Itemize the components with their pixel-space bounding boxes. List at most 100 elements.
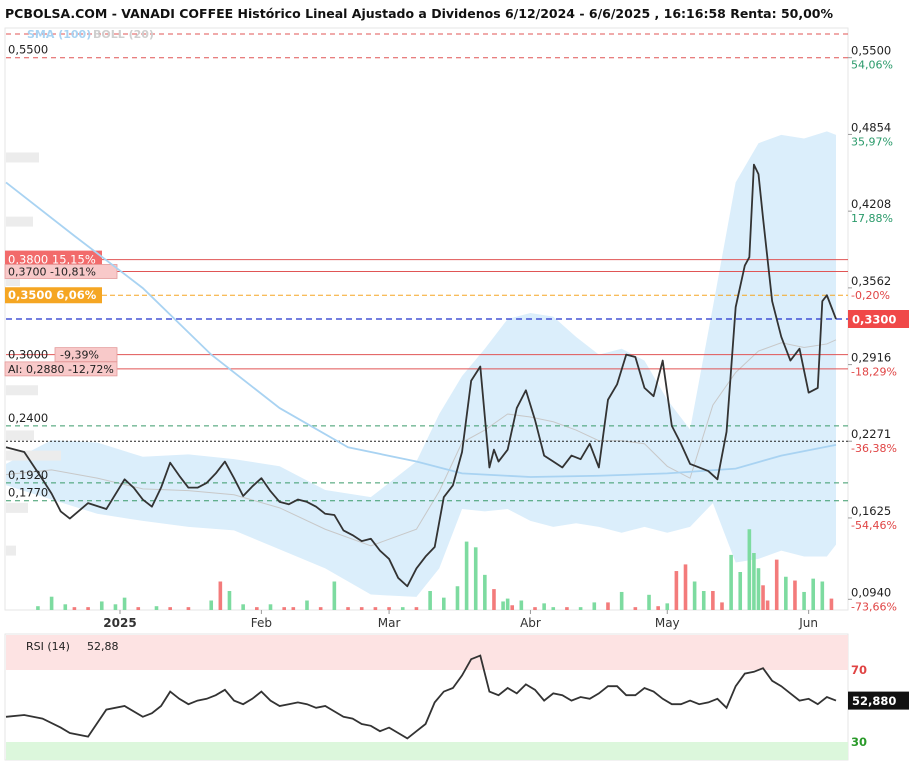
volume-bar — [113, 604, 118, 610]
profile-bar — [6, 430, 34, 441]
volume-bar — [738, 572, 743, 610]
volume-bar — [510, 605, 515, 610]
level-pct: -9,39% — [60, 349, 99, 362]
volume-bar — [674, 571, 679, 610]
volume-bar — [36, 606, 40, 610]
rsi-overbought-zone — [6, 635, 848, 670]
volume-bar — [483, 574, 487, 610]
volume-bar — [455, 586, 460, 610]
volume-bar — [218, 581, 223, 610]
volume-bar — [428, 591, 432, 610]
y-tick-pct: 17,88% — [851, 212, 893, 225]
volume-bar — [49, 596, 54, 610]
volume-bar — [752, 553, 756, 610]
volume-bar — [122, 597, 127, 610]
volume-bar — [227, 591, 232, 610]
volume-bar — [414, 607, 419, 610]
volume-bar — [255, 607, 259, 610]
x-tick-label: Mar — [378, 616, 401, 630]
x-axis: 2025 Feb Mar Abr May Jun — [103, 610, 818, 630]
volume-bar — [86, 607, 90, 610]
rsi-value: 52,88 — [87, 640, 119, 653]
price-levels: 0,5500 0,3800 15,15%0,3700 -10,81% 0,3500 … — [4, 33, 848, 502]
volume-bar — [720, 602, 724, 610]
volume-bar — [784, 576, 788, 610]
y-tick-label: 0,5500 — [851, 44, 891, 58]
volume-bar — [373, 607, 378, 610]
volume-bar — [578, 607, 583, 610]
volume-bar — [492, 589, 496, 610]
volume-bar — [711, 591, 715, 610]
volume-bar — [802, 591, 806, 610]
y-tick-label: 0,0940 — [851, 585, 891, 599]
volume-bar — [619, 591, 624, 610]
volume-bar — [305, 600, 309, 610]
volume-bar — [168, 607, 172, 610]
y-tick-pct: -73,66% — [851, 600, 897, 613]
volume-bar — [729, 554, 733, 610]
volume-bar — [756, 568, 761, 610]
volume-bar — [665, 603, 670, 610]
volume-bar — [268, 604, 273, 610]
profile-bar — [6, 216, 33, 227]
volume-bar — [291, 607, 296, 610]
volume-bar — [761, 585, 765, 610]
volume-bar — [505, 598, 510, 610]
rsi-panel: 70 30 52,880 — [5, 654, 909, 749]
profile-bar — [6, 152, 39, 163]
level-tag — [4, 264, 118, 279]
volume-bar — [400, 607, 405, 610]
volume-bar — [282, 607, 286, 610]
y-tick-label: 0,4854 — [851, 120, 891, 134]
rsi-level-label: 30 — [851, 735, 867, 749]
bollinger-middle — [5, 339, 837, 547]
volume-bar — [551, 607, 556, 610]
x-tick-label: 2025 — [103, 616, 136, 630]
volume-bar — [656, 606, 660, 610]
sma-series — [5, 181, 837, 478]
volume-bar — [633, 607, 638, 610]
profile-bar — [6, 545, 16, 556]
price-series — [5, 163, 837, 588]
level-label: 0,3700 -10,81% — [8, 265, 96, 278]
y-tick-pct: 35,97% — [851, 135, 893, 148]
y-tick-pct: -36,38% — [851, 442, 897, 455]
level-label: AI: 0,2880 -12,72% — [8, 363, 114, 376]
rsi-oversold-zone — [6, 742, 848, 760]
price-line — [5, 163, 837, 588]
y-tick-label: 0,3562 — [851, 274, 891, 288]
volume-bar — [647, 594, 651, 610]
volume-bar — [565, 607, 569, 610]
volume-bar — [63, 604, 68, 610]
volume-bar — [820, 581, 825, 610]
volume-bar — [464, 541, 469, 610]
y-tick-label: 0,2271 — [851, 427, 891, 441]
volume-bar — [72, 607, 77, 610]
level-tag — [4, 361, 118, 377]
level-label: 0,3000 — [8, 348, 48, 362]
price-profile — [6, 152, 61, 556]
volume-bar — [533, 607, 537, 610]
volume-bar — [387, 607, 391, 610]
y-tick-label: 0,2916 — [851, 351, 891, 365]
chart-title: PCBOLSA.COM - VANADI COFFEE Histórico Li… — [5, 6, 833, 21]
x-tick-label: May — [655, 616, 680, 630]
profile-bar — [6, 275, 20, 286]
volume-bars — [36, 529, 834, 610]
level-label: 0,3800 15,15% — [8, 253, 96, 267]
profile-bar — [6, 385, 38, 396]
y-tick-pct: -0,20% — [851, 289, 890, 302]
current-price-box — [848, 310, 909, 328]
volume-bar — [606, 602, 610, 610]
x-tick-label: Jun — [798, 616, 818, 630]
volume-bar — [209, 600, 214, 610]
bollinger-area — [6, 131, 836, 597]
volume-bar — [442, 597, 446, 610]
rsi-level-label: 70 — [851, 663, 867, 677]
level-label: 0,1770 — [8, 486, 48, 500]
bollinger-band — [5, 131, 837, 597]
y-tick-pct: 54,06% — [851, 59, 893, 72]
volume-bar — [359, 607, 364, 610]
y-tick-label: 0,4208 — [851, 197, 891, 211]
